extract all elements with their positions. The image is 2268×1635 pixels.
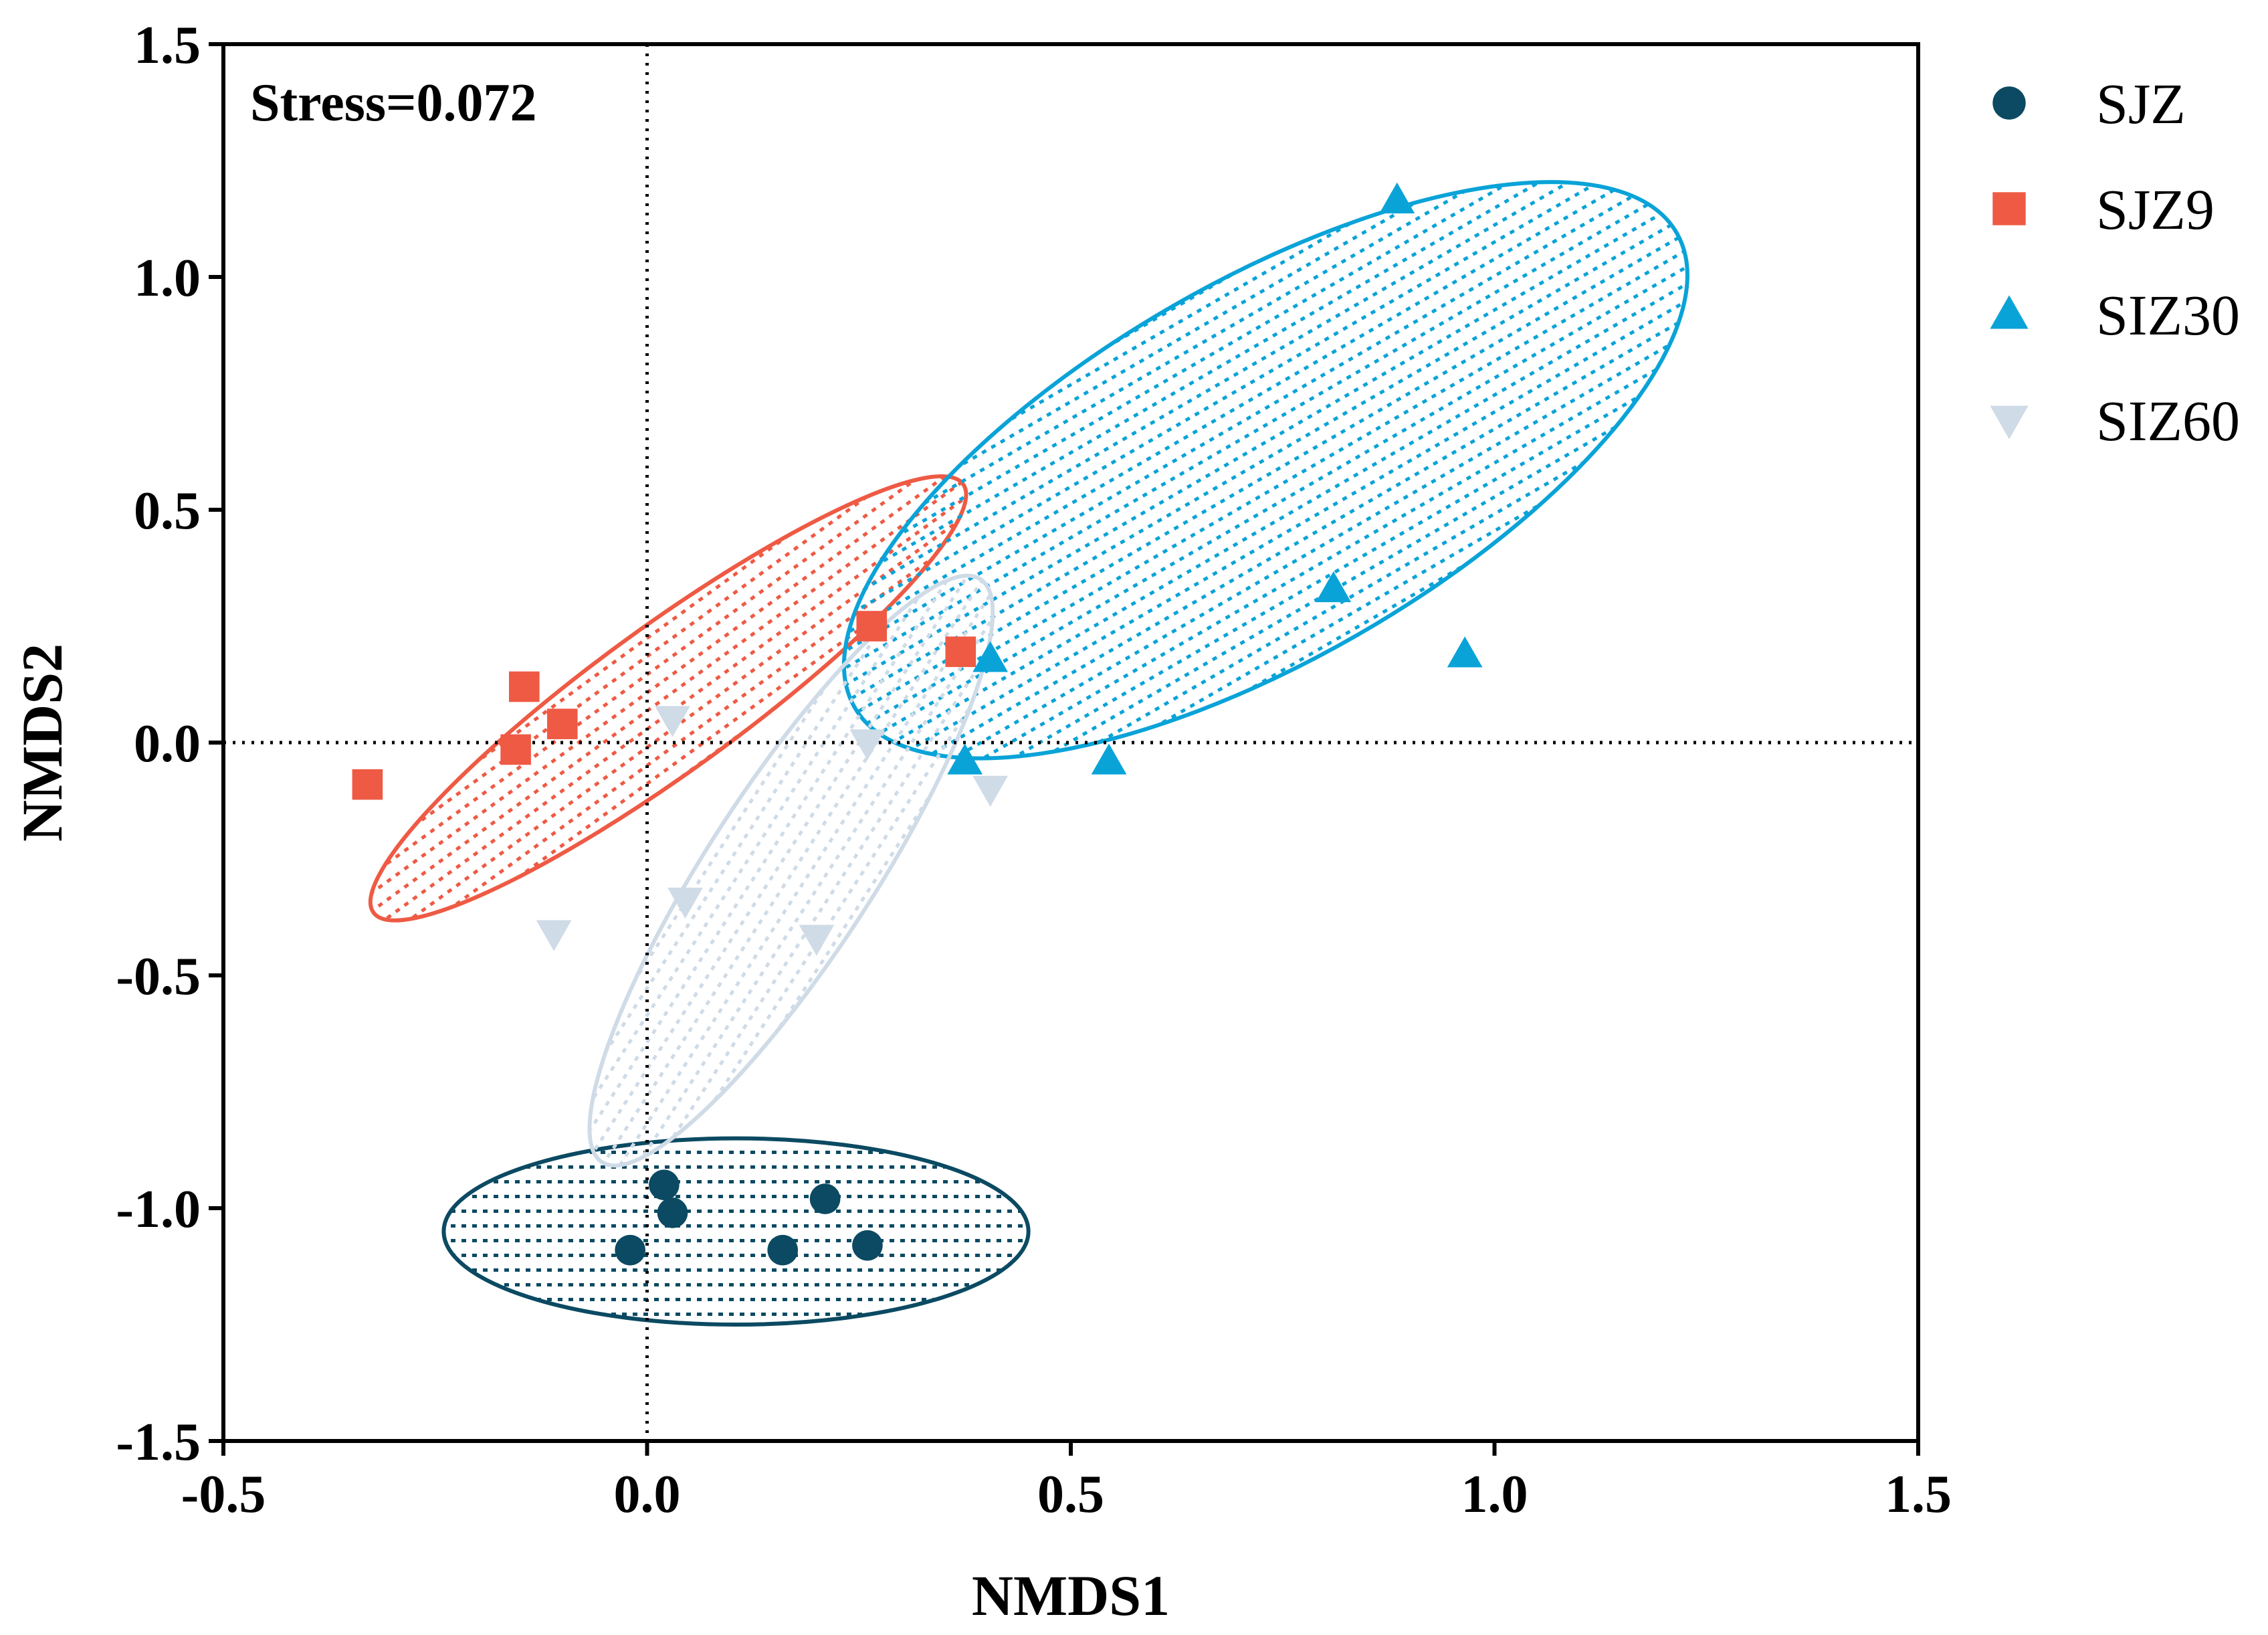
y-tick-label: -1.0 — [116, 1180, 201, 1239]
y-tick-label: -1.5 — [116, 1413, 201, 1472]
point-sjz — [852, 1230, 883, 1261]
x-tick-label: 1.0 — [1461, 1465, 1528, 1524]
x-tick-label: 0.0 — [614, 1465, 681, 1524]
y-tick-label: -0.5 — [116, 947, 201, 1006]
y-axis-label: NMDS2 — [10, 644, 74, 842]
point-sjz9 — [856, 611, 888, 642]
point-sjz — [615, 1234, 645, 1266]
point-siz30 — [1447, 636, 1483, 668]
legend-marker-sjz9 — [1992, 192, 2026, 225]
point-siz60 — [972, 775, 1009, 807]
ellipse-layer — [368, 180, 1689, 1327]
point-sjz9 — [508, 671, 540, 702]
point-siz60 — [799, 925, 835, 956]
ellipse-sjz — [441, 1136, 1031, 1327]
point-siz30 — [1316, 571, 1352, 603]
legend-label: SIZ60 — [2096, 389, 2240, 453]
legend-item-sjz9: SJZ9 — [1992, 177, 2214, 242]
point-siz30 — [972, 641, 1009, 672]
point-sjz — [767, 1234, 799, 1266]
point-sjz9 — [547, 708, 578, 739]
ellipse-siz60 — [587, 573, 995, 1168]
point-siz60 — [667, 887, 703, 919]
point-siz60 — [655, 706, 690, 737]
x-tick-label: 1.5 — [1885, 1465, 1952, 1524]
stress-annotation: Stress=0.072 — [250, 74, 537, 132]
legend-label: SJZ9 — [2096, 177, 2214, 242]
point-sjz9 — [352, 769, 383, 800]
legend-marker-siz60 — [1990, 405, 2029, 440]
x-axis-label: NMDS1 — [972, 1563, 1170, 1628]
legend: SJZ SJZ9 SIZ30 SIZ60 — [1990, 72, 2240, 453]
legend-marker-siz30 — [1990, 295, 2029, 329]
legend-item-siz60: SIZ60 — [1990, 389, 2240, 453]
point-siz30 — [1091, 743, 1127, 775]
axes: -0.5 0.0 0.5 1.0 1.5 -1.5 -1.0 -0.5 0.0 0.5 1.0 1.5 — [116, 16, 1952, 1524]
point-sjz — [649, 1169, 680, 1200]
legend-item-siz30: SIZ30 — [1990, 283, 2240, 347]
legend-marker-sjz — [1992, 86, 2026, 120]
point-sjz9 — [500, 734, 531, 765]
point-siz30 — [947, 743, 983, 775]
point-sjz — [809, 1183, 841, 1214]
point-sjz9 — [945, 636, 976, 668]
point-sjz — [657, 1197, 688, 1228]
point-siz60 — [849, 729, 886, 761]
point-siz60 — [536, 920, 572, 951]
point-siz30 — [1379, 182, 1415, 213]
legend-label: SJZ — [2096, 72, 2186, 136]
legend-label: SIZ30 — [2096, 283, 2240, 347]
y-tick-label: 1.0 — [134, 249, 201, 308]
y-tick-label: 0.0 — [134, 714, 201, 773]
y-tick-label: 0.5 — [134, 482, 201, 541]
x-tick-label: -0.5 — [181, 1465, 266, 1524]
y-tick-label: 1.5 — [134, 16, 201, 75]
x-tick-label: 0.5 — [1037, 1465, 1104, 1524]
legend-item-sjz: SJZ — [1992, 72, 2186, 136]
points-layer — [352, 182, 1483, 1266]
